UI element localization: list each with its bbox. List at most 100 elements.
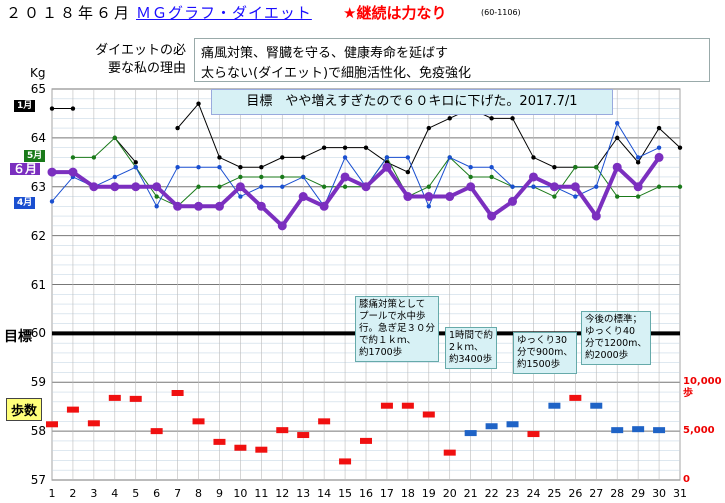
goal-banner: 目標 やや増えすぎたので６０キロに下げた。2017.7/1	[211, 89, 613, 115]
x-tick-label: 19	[421, 487, 437, 500]
series-point-2	[489, 175, 493, 179]
x-tick-label: 15	[337, 487, 353, 500]
callout-slow30: ゆっくり30 分で900m、 約1500歩	[513, 332, 577, 374]
x-tick-label: 24	[525, 487, 541, 500]
series-point-4	[278, 221, 287, 230]
series-point-2	[468, 175, 472, 179]
steps-marker	[172, 390, 184, 396]
series-point-4	[236, 182, 245, 191]
series-point-2	[113, 136, 117, 140]
series-point-2	[92, 155, 96, 159]
series-point-3	[427, 204, 431, 208]
series-point-1	[71, 106, 75, 110]
series-point-4	[550, 182, 559, 191]
x-tick-label: 31	[672, 487, 688, 500]
series-point-1	[448, 116, 452, 120]
x-tick-label: 14	[316, 487, 332, 500]
series-point-2	[217, 185, 221, 189]
series-point-3	[489, 165, 493, 169]
steps-marker	[590, 403, 602, 409]
steps-marker	[213, 439, 225, 445]
series-point-1	[50, 106, 54, 110]
steps-marker	[234, 445, 246, 451]
series-point-2	[343, 185, 347, 189]
series-point-3	[50, 199, 54, 203]
y-tick-label: 59	[24, 375, 46, 389]
series-point-3	[343, 155, 347, 159]
steps-marker	[360, 438, 372, 444]
series-point-3	[301, 175, 305, 179]
x-tick-label: 17	[379, 487, 395, 500]
steps-marker	[381, 403, 393, 409]
series-point-4	[424, 192, 433, 201]
series-point-4	[634, 182, 643, 191]
series-point-2	[594, 165, 598, 169]
series-point-1	[489, 116, 493, 120]
x-tick-label: 18	[400, 487, 416, 500]
y-axis-unit: Kg	[30, 66, 46, 80]
series-point-4	[89, 182, 98, 191]
series-point-4	[68, 168, 77, 177]
steps-marker	[297, 432, 309, 438]
series-point-3	[280, 185, 284, 189]
series-point-2	[615, 194, 619, 198]
steps-marker	[653, 427, 665, 433]
x-tick-label: 9	[211, 487, 227, 500]
series-point-1	[196, 101, 200, 105]
x-tick-label: 2	[65, 487, 81, 500]
steps-label: 歩数	[6, 398, 42, 421]
x-tick-label: 27	[588, 487, 604, 500]
steps-marker	[632, 426, 644, 432]
series-point-1	[238, 165, 242, 169]
series-point-1	[531, 155, 535, 159]
series-point-1	[217, 155, 221, 159]
x-tick-label: 4	[107, 487, 123, 500]
series-point-4	[571, 182, 580, 191]
steps-marker	[569, 395, 581, 401]
series-point-4	[487, 212, 496, 221]
x-tick-label: 22	[484, 487, 500, 500]
steps-marker	[423, 412, 435, 418]
series-point-1	[510, 116, 514, 120]
series-point-4	[48, 168, 57, 177]
series-point-4	[152, 182, 161, 191]
series-point-3	[217, 165, 221, 169]
series-point-2	[280, 175, 284, 179]
series-point-1	[322, 145, 326, 149]
series-point-4	[257, 202, 266, 211]
series-point-4	[613, 163, 622, 172]
series-point-4	[403, 192, 412, 201]
series-point-1	[343, 145, 347, 149]
series-point-4	[508, 197, 517, 206]
y-tick-label: 60	[24, 326, 46, 340]
series-point-3	[175, 165, 179, 169]
x-tick-label: 23	[505, 487, 521, 500]
month-tag-3: 4月	[14, 197, 35, 209]
x-tick-label: 11	[253, 487, 269, 500]
steps-marker	[444, 450, 456, 456]
steps-marker	[507, 421, 519, 427]
steps-marker	[109, 395, 121, 401]
x-tick-label: 28	[609, 487, 625, 500]
series-point-3	[406, 155, 410, 159]
x-tick-label: 29	[630, 487, 646, 500]
steps-marker	[527, 431, 539, 437]
series-point-1	[280, 155, 284, 159]
x-tick-label: 10	[232, 487, 248, 500]
series-point-2	[657, 185, 661, 189]
series-point-4	[173, 202, 182, 211]
steps-marker	[276, 427, 288, 433]
series-point-3	[134, 165, 138, 169]
steps-marker	[46, 421, 58, 427]
series-point-1	[134, 160, 138, 164]
steps-marker	[255, 447, 267, 453]
series-point-2	[678, 185, 682, 189]
series-point-4	[341, 172, 350, 181]
y-tick-label: 61	[24, 278, 46, 292]
series-point-3	[510, 185, 514, 189]
callout-standard: 今後の標準； ゆっくり40 分で1200m、 約2000歩	[581, 311, 651, 365]
series-point-2	[71, 155, 75, 159]
series-point-4	[320, 202, 329, 211]
x-tick-label: 26	[567, 487, 583, 500]
series-point-4	[362, 182, 371, 191]
